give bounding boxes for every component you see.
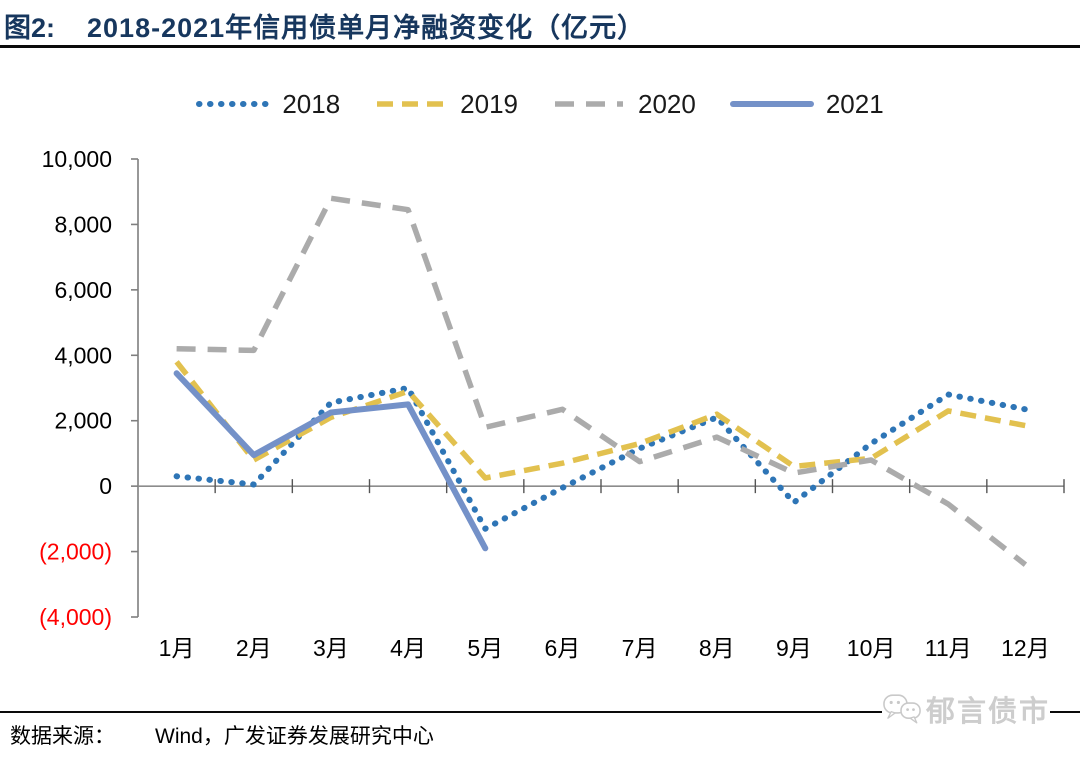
x-month-label: 6月 xyxy=(545,635,581,661)
legend-sample-dashed-long-line xyxy=(555,101,623,107)
y-tick-label: 10,000 xyxy=(42,146,112,172)
series-line-2019 xyxy=(174,360,1026,481)
legend-sample-dotted-line xyxy=(196,101,271,107)
x-month-label: 1月 xyxy=(159,635,195,661)
title-divider xyxy=(0,45,1080,48)
legend-label-2021: 2021 xyxy=(825,88,884,119)
y-tick-label: 8,000 xyxy=(54,211,112,237)
legend-item-2021: 2021 xyxy=(729,88,884,120)
x-month-label: 11月 xyxy=(925,635,972,661)
y-tick-label: (4,000) xyxy=(39,604,112,630)
legend-item-2018: 2018 xyxy=(196,89,340,120)
figure-number-label: 图2: xyxy=(4,12,56,43)
legend-item-2019: 2019 xyxy=(374,89,518,120)
legend-label-2019: 2019 xyxy=(460,88,518,119)
line-chart: 10,000 8,000 6,000 4,000 2,000 0 (2,000) (4,000… xyxy=(39,146,1065,661)
chart-area: 10,000 8,000 6,000 4,000 2,000 0 (2,000) (4,000… xyxy=(0,130,1080,678)
legend-item-2020: 2020 xyxy=(552,89,696,120)
legend-label-2018: 2018 xyxy=(282,88,341,119)
x-month-label: 4月 xyxy=(390,635,426,661)
legend-sample-solid-line xyxy=(729,101,814,107)
y-tick-label: 6,000 xyxy=(54,277,112,303)
figure-title: 2018-2021年信用债单月净融资变化（亿元） xyxy=(87,12,646,43)
x-month-label: 10月 xyxy=(847,635,896,661)
x-month-label: 8月 xyxy=(699,635,735,661)
y-tick-label: 0 xyxy=(99,473,112,499)
source-label: 数据来源： xyxy=(10,725,115,748)
watermark: 郁言债市 xyxy=(882,679,1050,739)
x-month-label: 3月 xyxy=(313,635,349,661)
footer-divider xyxy=(0,711,1080,713)
series-line-2021 xyxy=(173,370,489,552)
x-month-label: 9月 xyxy=(776,635,812,661)
legend-sample-dashed-line xyxy=(377,101,446,107)
y-tick-label: (2,000) xyxy=(39,539,112,565)
legend-label-2020: 2020 xyxy=(638,88,696,119)
x-month-label: 2月 xyxy=(236,635,272,661)
figure-header: 图2: 2018-2021年信用债单月净融资变化（亿元） xyxy=(4,6,1080,44)
source-line: 数据来源： Wind，广发证券发展研究中心 xyxy=(10,720,434,750)
watermark-text: 郁言债市 xyxy=(925,696,1050,728)
y-tick-label: 4,000 xyxy=(54,342,112,368)
x-month-label: 5月 xyxy=(467,635,503,661)
x-month-label: 7月 xyxy=(622,635,658,661)
x-month-label: 12月 xyxy=(1001,635,1050,661)
chart-legend: 2018 2019 2020 2021 xyxy=(0,86,1080,122)
source-value: Wind，广发证券发展研究中心 xyxy=(155,725,434,748)
series-line-2018 xyxy=(173,385,1029,532)
wechat-icon xyxy=(883,694,921,724)
series-line-2020 xyxy=(176,195,1028,567)
y-tick-label: 2,000 xyxy=(54,408,112,434)
